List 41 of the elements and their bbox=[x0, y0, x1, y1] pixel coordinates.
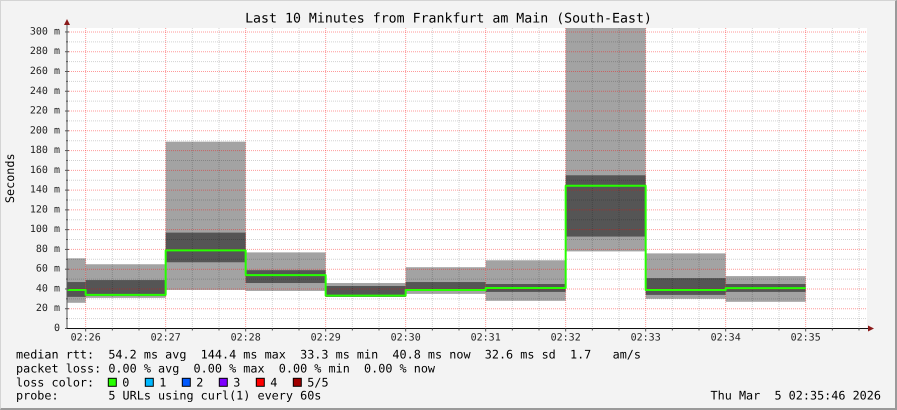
text: probe: 5 URLs using curl(1) every 60s bbox=[16, 388, 322, 403]
x-tick-label: 02:26 bbox=[70, 332, 101, 344]
x-tick-label: 02:27 bbox=[150, 332, 181, 344]
y-tick-label: 120 m bbox=[30, 204, 60, 216]
y-tick-label: 140 m bbox=[30, 184, 60, 196]
y-tick-label: 80 m bbox=[36, 244, 60, 255]
legend-title: loss color: bbox=[16, 375, 94, 390]
x-tick-label: 02:28 bbox=[230, 332, 261, 344]
x-tick-label: 02:30 bbox=[390, 332, 421, 344]
legend-label: 2 bbox=[196, 375, 204, 390]
y-tick-label: 160 m bbox=[30, 164, 60, 176]
x-tick-label: 02:35 bbox=[790, 332, 821, 344]
y-tick-label: 60 m bbox=[36, 264, 60, 275]
text: median rtt: 54.2 ms avg 144.4 ms max 33.3 ms min 40.8 ms now 32.6 ms sd 1.7 am/s bbox=[16, 347, 642, 362]
y-tick-label: 20 m bbox=[36, 303, 60, 314]
text: Thu Mar 5 02:35:46 2026 bbox=[710, 388, 881, 403]
y-tick-label: 0 bbox=[54, 323, 60, 334]
text: packet loss: 0.00 % avg 0.00 % max 0.00 % min 0.00 % now bbox=[16, 361, 436, 376]
y-tick-label: 220 m bbox=[30, 106, 60, 117]
y-tick-label: 300 m bbox=[30, 26, 60, 38]
bar bbox=[566, 175, 646, 237]
x-tick-label: 02:29 bbox=[310, 332, 341, 344]
chart-title: Last 10 Minutes from Frankfurt am Main (South-East) bbox=[245, 12, 652, 26]
y-tick-label: 280 m bbox=[30, 46, 60, 58]
y-tick-label: 180 m bbox=[30, 145, 60, 156]
y-tick-label: 200 m bbox=[30, 125, 60, 136]
legend-label: 1 bbox=[159, 375, 166, 390]
x-tick-label: 02:34 bbox=[710, 332, 741, 344]
y-tick-label: 260 m bbox=[30, 66, 60, 77]
legend-label: 3 bbox=[233, 375, 240, 390]
legend-label: 5/5 bbox=[307, 375, 329, 390]
bar bbox=[166, 232, 246, 262]
legend-label: 0 bbox=[122, 375, 130, 390]
x-tick-label: 02:31 bbox=[470, 332, 501, 344]
y-tick-label: 100 m bbox=[30, 224, 60, 236]
y-tick-label: 240 m bbox=[30, 86, 60, 97]
x-tick-label: 02:33 bbox=[630, 332, 661, 344]
x-tick-label: 02:32 bbox=[550, 332, 581, 344]
y-axis-title: Seconds bbox=[3, 153, 17, 204]
legend-label: 4 bbox=[270, 375, 278, 390]
y-tick-label: 40 m bbox=[36, 283, 60, 294]
